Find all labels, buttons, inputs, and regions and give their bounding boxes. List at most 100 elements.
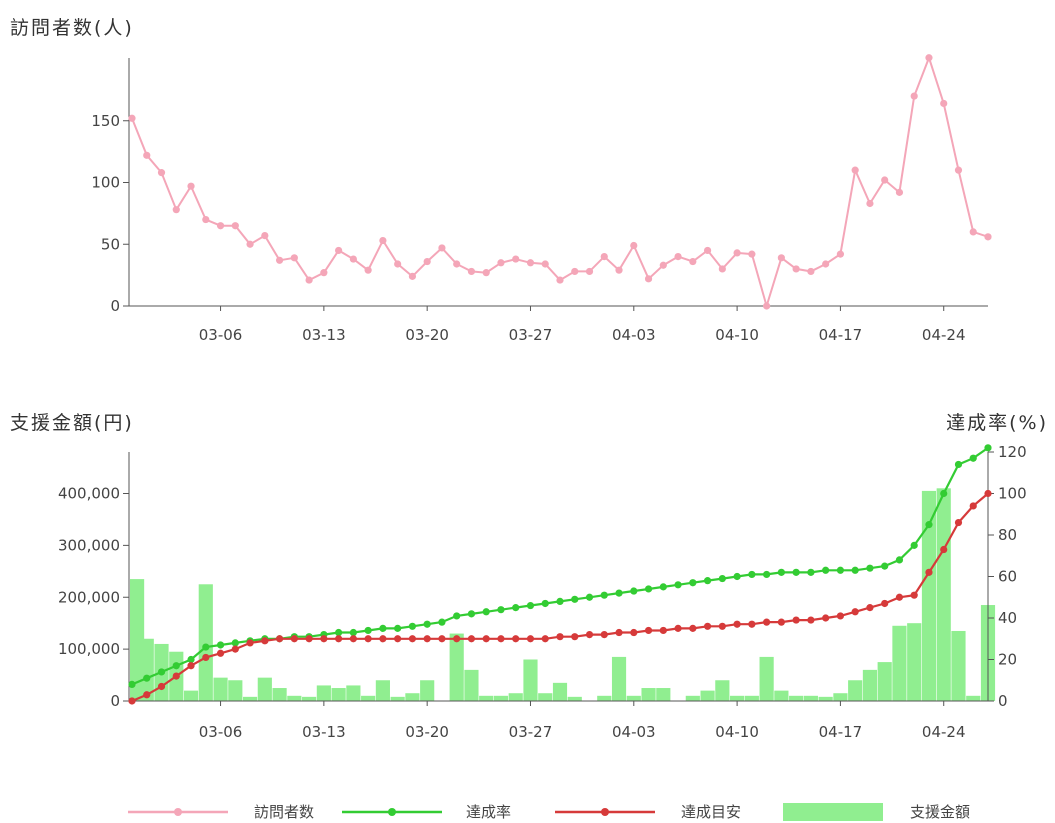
target-guideline-point bbox=[777, 618, 785, 626]
target-guideline-point bbox=[748, 620, 756, 628]
visitor-x-tick-label: 04-17 bbox=[819, 326, 863, 344]
funding-bar bbox=[287, 695, 302, 701]
achievement-rate-point bbox=[881, 562, 889, 570]
funding-y-tick-label: 300,000 bbox=[58, 536, 120, 554]
funding-bar bbox=[715, 680, 730, 701]
target-guideline-point bbox=[305, 635, 313, 643]
achievement-rate-point bbox=[777, 568, 785, 576]
visitor-x-tick-label: 03-27 bbox=[509, 326, 553, 344]
visitor-x-tick-label: 03-13 bbox=[302, 326, 346, 344]
target-guideline-point bbox=[202, 653, 210, 662]
funding-bar bbox=[405, 693, 420, 701]
target-guideline-point bbox=[866, 604, 874, 612]
visitor-point bbox=[984, 233, 992, 241]
visitor-point bbox=[320, 269, 328, 277]
target-guideline-point bbox=[822, 614, 830, 622]
target-guideline-point bbox=[659, 626, 667, 635]
achievement-rate-point bbox=[925, 521, 933, 529]
visitor-point bbox=[866, 199, 874, 208]
funding-bar bbox=[877, 662, 892, 701]
target-guideline-point bbox=[925, 568, 933, 576]
achievement-rate-point bbox=[408, 622, 417, 630]
achievement-rate-point bbox=[792, 568, 800, 576]
funding-x-tick-label: 04-03 bbox=[612, 723, 656, 741]
target-guideline-point bbox=[231, 645, 239, 653]
target-guideline-point bbox=[526, 635, 535, 643]
achievement-rate-point bbox=[984, 444, 992, 452]
visitor-axis-title: 訪問者数(人) bbox=[10, 17, 134, 39]
target-guideline-point bbox=[895, 593, 904, 601]
target-guideline-point bbox=[600, 631, 608, 639]
visitor-point bbox=[202, 215, 210, 224]
target-guideline-point bbox=[349, 635, 357, 643]
funding-bar bbox=[641, 688, 656, 701]
visitor-count-chart: 訪問者数(人) 0 50 100 150 03-06 03-13 03-20 03-27 04… bbox=[10, 17, 992, 344]
visitor-point bbox=[925, 54, 933, 62]
achievement-rate-point bbox=[231, 639, 239, 647]
visitor-point bbox=[541, 260, 549, 268]
funding-bar bbox=[493, 695, 509, 701]
target-guideline-point bbox=[482, 635, 490, 643]
funding-bar bbox=[420, 680, 435, 701]
target-guideline-point bbox=[261, 637, 269, 645]
achievement-rate-point bbox=[600, 591, 608, 599]
funding-bar bbox=[538, 693, 553, 701]
achievement-y-tick-label: 80 bbox=[998, 526, 1017, 544]
achievement-rate-point bbox=[467, 610, 476, 618]
visitor-x-tick-label: 04-24 bbox=[922, 326, 966, 344]
visitor-point bbox=[305, 276, 313, 284]
target-guideline-point bbox=[172, 672, 180, 680]
target-guideline-point bbox=[630, 628, 638, 637]
achievement-rate-point bbox=[718, 574, 726, 583]
funding-bar bbox=[907, 623, 922, 701]
visitor-point bbox=[467, 267, 476, 276]
achievement-y-tick-label: 60 bbox=[998, 568, 1017, 586]
target-guideline-point bbox=[394, 635, 402, 643]
target-guideline-point bbox=[143, 691, 151, 699]
achievement-rate-point bbox=[335, 628, 343, 637]
visitor-point bbox=[143, 151, 151, 159]
legend-item: 訪問者数 bbox=[128, 803, 314, 821]
funding-x-tick-label: 03-20 bbox=[405, 723, 449, 741]
achievement-rate-point bbox=[157, 668, 166, 676]
funding-x-tick-label: 03-06 bbox=[199, 723, 243, 741]
funding-bar bbox=[213, 677, 228, 701]
funding-bar bbox=[346, 685, 361, 701]
funding-y-tick-label: 200,000 bbox=[58, 588, 120, 606]
target-guideline-point bbox=[674, 624, 682, 632]
funding-bar bbox=[139, 638, 154, 701]
achievement-y-tick-label: 0 bbox=[998, 692, 1008, 710]
target-guideline-point bbox=[216, 649, 225, 657]
funding-bar bbox=[361, 695, 376, 701]
funding-bar bbox=[242, 696, 258, 701]
funding-bar bbox=[479, 695, 494, 701]
target-guideline-point bbox=[364, 635, 372, 643]
target-guideline-point bbox=[556, 633, 564, 641]
funding-bar bbox=[331, 688, 346, 701]
achievement-rate-point bbox=[216, 641, 225, 649]
funding-bar bbox=[375, 680, 390, 701]
visitor-point bbox=[526, 259, 535, 267]
achievement-rate-point bbox=[866, 564, 874, 572]
visitor-point bbox=[969, 228, 977, 236]
achievement-rate-point bbox=[512, 604, 520, 612]
achievement-rate-point bbox=[187, 655, 195, 664]
funding-bar bbox=[302, 696, 317, 701]
target-guideline-point bbox=[423, 635, 431, 643]
visitor-point bbox=[394, 260, 402, 268]
achievement-y-tick-label: 40 bbox=[998, 609, 1017, 627]
funding-bar bbox=[966, 695, 981, 701]
target-guideline-point bbox=[157, 682, 166, 691]
target-guideline-point bbox=[718, 622, 726, 630]
target-guideline-point bbox=[379, 635, 387, 643]
target-guideline-point bbox=[187, 662, 195, 670]
funding-bar bbox=[567, 696, 582, 701]
visitor-point bbox=[172, 206, 180, 214]
funding-bar bbox=[951, 630, 966, 701]
target-guideline-point bbox=[512, 635, 520, 643]
funding-bar bbox=[730, 695, 745, 701]
visitor-point bbox=[364, 266, 372, 274]
visitor-point bbox=[335, 246, 343, 255]
funding-x-tick-label: 04-24 bbox=[922, 723, 966, 741]
